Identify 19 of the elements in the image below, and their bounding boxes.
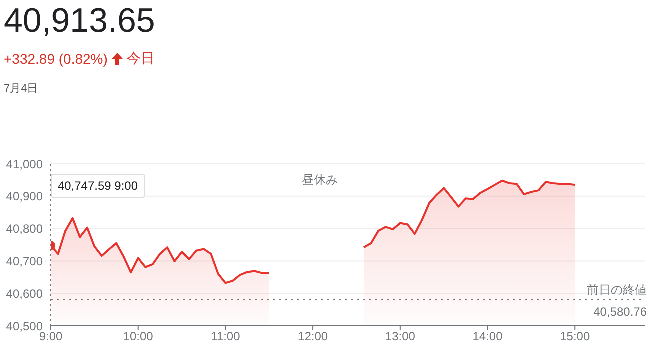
annotation: 40,580.76 xyxy=(594,304,648,319)
x-tick-label: 10:00 xyxy=(123,330,154,344)
y-tick-label: 40,800 xyxy=(6,222,44,236)
y-tick-label: 40,900 xyxy=(6,190,44,204)
text: 今日 xyxy=(126,50,155,68)
y-tick-label: 40,600 xyxy=(6,286,44,301)
x-tick-label: 15:00 xyxy=(560,330,590,344)
annotation: 40,747.59 9:00 xyxy=(51,174,145,198)
chart-title: 40,913.65 xyxy=(4,2,156,41)
x-tick-label: 12:00 xyxy=(298,330,328,344)
y-tick-label: 40,700 xyxy=(6,254,44,268)
ref-line-label: 前日の終値 xyxy=(587,282,647,297)
x-tick-label: 13:00 xyxy=(385,330,416,344)
text: 7月4日 xyxy=(4,82,38,96)
x-tick-label: 11:00 xyxy=(211,330,241,344)
chart-subtitle: +332.89 (0.82%) xyxy=(4,51,108,67)
x-tick-label: 14:00 xyxy=(472,330,504,344)
annotation: 昼休み xyxy=(302,172,338,189)
y-tick-label: 41,000 xyxy=(6,157,44,172)
